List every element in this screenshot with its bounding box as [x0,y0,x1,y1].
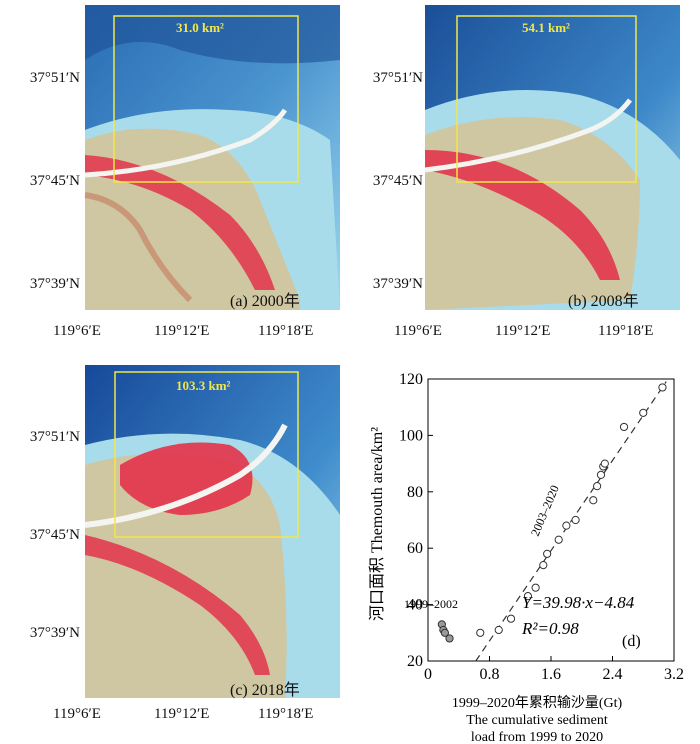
area-label-a: 31.0 km² [176,20,224,35]
x-tick-label: 2.4 [603,666,623,683]
x-axis-label-en-2: load from 1999 to 2020 [471,730,603,744]
lat-label-c-39: 37°39′N [29,625,80,641]
data-point [571,515,580,525]
scatter-chart-d: 0 0.8 1.6 2.4 3.2 20 40 60 80 100 120 (d) 1999–200… [368,371,684,744]
lat-label-c-51: 37°51′N [29,429,80,445]
data-point [539,561,548,570]
lat-label-a-45: 37°45′N [29,173,80,189]
data-point [523,592,533,601]
y-tick-label: 60 [407,540,423,557]
x-tick-label: 3.2 [664,666,684,683]
x-tick-label: 0 [424,666,432,683]
data-point [476,628,485,637]
lat-label-b-39: 37°39′N [372,276,423,292]
lon-label-a-12: 119°12′E [154,323,210,339]
lat-label-c-45: 37°45′N [29,527,80,543]
lat-label-a-39: 37°39′N [29,276,80,292]
y-tick-label: 80 [407,484,423,501]
x-axis-label-en-1: The cumulative sediment [466,713,608,728]
y-tick-label: 120 [399,371,423,388]
lon-label-c-12: 119°12′E [154,706,210,722]
satellite-image-b [424,5,680,310]
y-tick-label: 40 [407,597,423,614]
data-point [554,535,563,544]
data-point [658,383,667,392]
lat-label-b-45: 37°45′N [372,173,423,189]
data-point [440,628,450,637]
map-panel-b: 54.1 km² (b) 2008年 [340,0,700,350]
data-point [639,408,648,417]
data-point [600,459,609,468]
data-point [596,470,606,479]
panel-label-b: (b) 2008年 [568,293,639,310]
data-point [543,549,552,558]
lon-label-b-6: 119°6′E [394,323,442,339]
x-tick-label: 1.6 [541,666,561,683]
panel-label-a: (a) 2000年 [230,293,300,310]
x-tick-label: 0.8 [480,666,500,683]
lon-label-c-6: 119°6′E [53,706,101,722]
panel-label-c: (c) 2018年 [230,682,300,699]
equation-label: Y=39.98·x−4.84 [522,593,635,612]
lat-label-b-51: 37°51′N [372,70,423,86]
data-point [593,482,602,491]
data-point [494,625,503,635]
regression-line [475,381,667,662]
y-tick-label: 20 [407,653,423,670]
lon-label-b-18: 119°18′E [598,323,654,339]
y-axis-label: 河口面积 Themouth area/km² [368,427,386,621]
r-squared-label: R²=0.98 [521,619,579,638]
area-label-b: 54.1 km² [522,20,570,35]
lon-label-b-12: 119°12′E [495,323,551,339]
map-panel-a: 31.0 km² (a) 2000年 [0,0,350,350]
data-point [531,583,540,592]
data-point [589,496,598,505]
map-panel-c: 103.3 km² (c) 2018年 [0,365,350,715]
data-point [619,422,629,432]
satellite-image-c [84,365,340,698]
period-label-2003-2020: 2003–2020 [528,483,562,538]
x-axis-label-cn: 1999–2020年累积输沙量(Gt) [452,695,623,711]
lon-label-c-18: 119°18′E [258,706,314,722]
y-tick-label: 100 [399,427,423,444]
lat-label-a-51: 37°51′N [29,70,80,86]
area-label-c: 103.3 km² [176,378,231,393]
lon-label-a-6: 119°6′E [53,323,101,339]
data-point [445,634,454,643]
panel-label-d: (d) [622,633,641,650]
lon-label-a-18: 119°18′E [258,323,314,339]
data-point [562,521,571,530]
period-label-1999-2002: 1999–2002 [404,597,458,611]
satellite-image-a [84,5,340,310]
data-point [506,614,516,623]
